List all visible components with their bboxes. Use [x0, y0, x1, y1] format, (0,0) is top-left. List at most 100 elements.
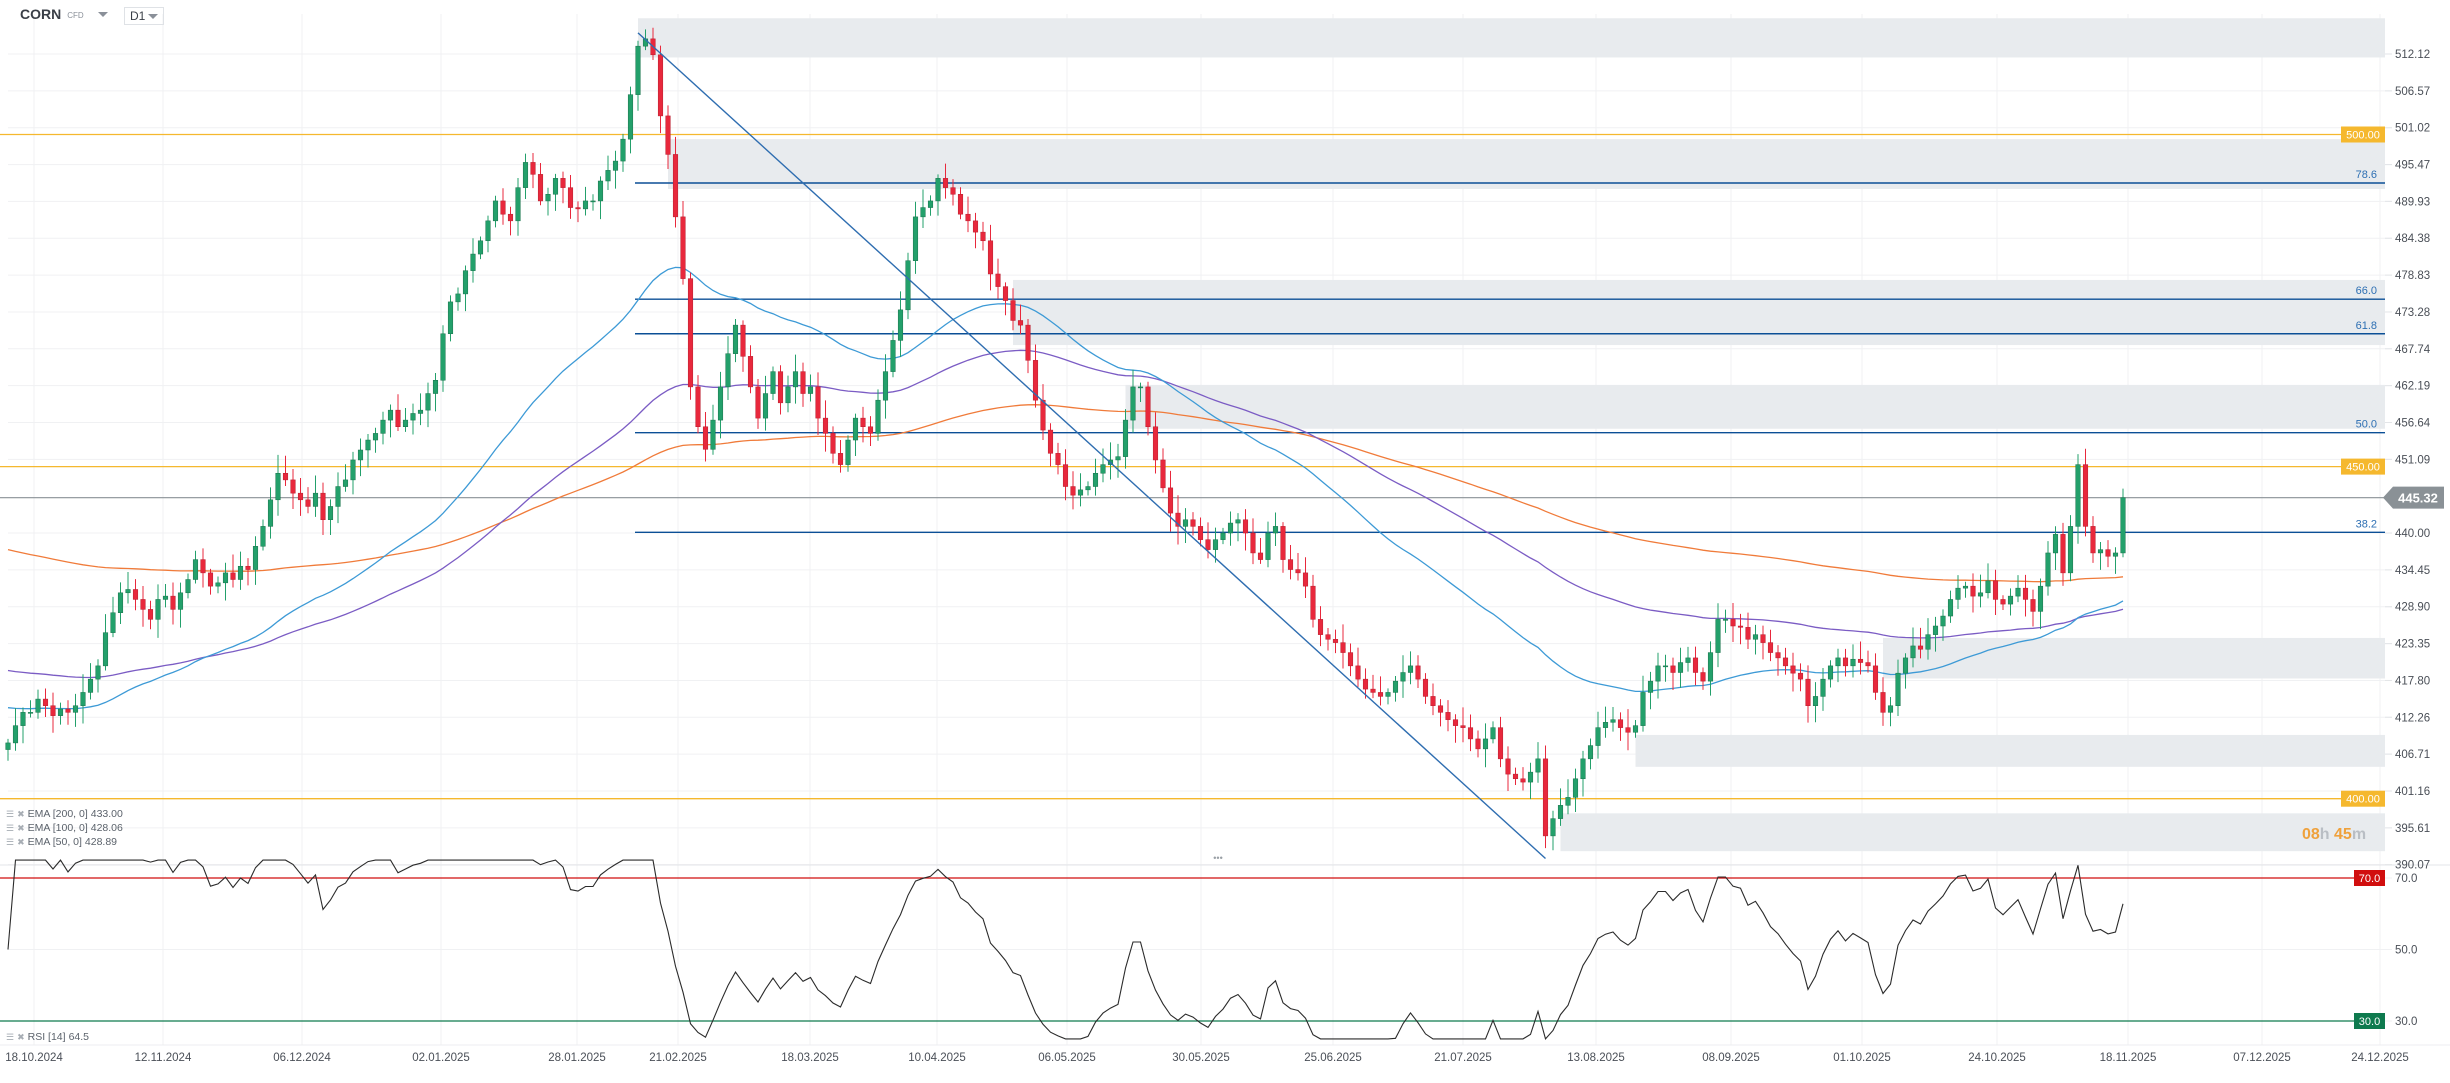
legend-rsi[interactable]: ☰ ✖ RSI [14] 64.5	[6, 1031, 89, 1043]
close-icon[interactable]: ✖	[17, 822, 25, 833]
candle-body	[1902, 657, 1909, 674]
candle-body	[2067, 526, 2074, 574]
date-tick-label: 06.12.2024	[273, 1052, 331, 1064]
time-axis[interactable]: 18.10.2024 12.11.2024 06.12.2024 02.01.2025…	[0, 1044, 2450, 1064]
candle	[987, 224, 994, 291]
price-tick-label: 434.45	[2395, 565, 2430, 577]
candle	[852, 413, 859, 456]
candle	[237, 551, 244, 590]
candle-body	[1497, 727, 1504, 760]
candle	[1565, 779, 1571, 815]
close-icon[interactable]: ✖	[17, 808, 25, 819]
candle	[1505, 746, 1511, 791]
candle-body	[380, 419, 386, 434]
trendline[interactable]	[637, 32, 1546, 859]
settings-icon[interactable]: ☰	[6, 808, 15, 819]
candle	[425, 382, 431, 428]
fibonacci-retracement[interactable]: 78.6 66.0 61.8 50.0 38.2	[635, 169, 2385, 534]
settings-icon[interactable]: ☰	[6, 822, 15, 833]
candle-body	[327, 506, 334, 520]
candle-body	[207, 572, 214, 587]
timeframe-dropdown[interactable]: D1	[124, 7, 164, 25]
candle	[230, 554, 236, 588]
ema50-line	[7, 266, 2124, 710]
candle-body	[1047, 429, 1054, 454]
candle	[1977, 574, 1984, 608]
candle	[1572, 768, 1579, 813]
candle-body	[1070, 486, 1076, 496]
candle	[1475, 730, 1481, 758]
candle-body	[1137, 386, 1144, 389]
candle-body	[1370, 688, 1376, 693]
settings-icon[interactable]: ☰	[6, 1031, 15, 1042]
candle	[312, 475, 319, 517]
candle-body	[1040, 399, 1046, 431]
chevron-down-icon[interactable]	[97, 11, 108, 17]
candle	[1707, 641, 1714, 696]
legend-ema200[interactable]: ☰ ✖ EMA [200, 0] 433.00	[6, 808, 123, 820]
candle	[1332, 629, 1339, 654]
price-axis[interactable]: 512.12 506.57 501.02 495.47 489.93 484.38 478.…	[2383, 49, 2444, 872]
candle-body	[1625, 727, 1631, 733]
date-tick-label: 24.10.2025	[1968, 1052, 2026, 1064]
candle	[12, 708, 19, 751]
candle	[1070, 471, 1076, 510]
candle	[1130, 369, 1136, 433]
candle-body	[920, 207, 926, 218]
candle	[2052, 526, 2059, 571]
candle-body	[1385, 692, 1391, 697]
candle	[1902, 653, 1909, 689]
date-tick-label: 10.04.2025	[908, 1052, 966, 1064]
timer-minutes: 45	[2334, 826, 2352, 843]
candle-body	[1617, 719, 1624, 728]
candle	[1887, 697, 1894, 727]
candle-body	[1205, 539, 1211, 550]
legend-label: RSI [14]	[27, 1031, 66, 1043]
candle-body	[237, 565, 244, 580]
price-tick-label: 512.12	[2395, 49, 2430, 61]
candle-body	[215, 582, 221, 587]
fib-level-label: 61.8	[2356, 320, 2377, 332]
candle-body	[1790, 665, 1796, 674]
candle-body	[1535, 758, 1541, 773]
candle-body	[1850, 658, 1856, 667]
close-icon[interactable]: ✖	[17, 1031, 25, 1042]
candle	[2022, 574, 2029, 617]
legend-ema50[interactable]: ☰ ✖ EMA [50, 0] 428.89	[6, 836, 117, 848]
candle	[1047, 423, 1054, 467]
candle-body	[1490, 727, 1496, 740]
settings-icon[interactable]: ☰	[6, 836, 15, 847]
candle-body	[1145, 386, 1151, 427]
candle-body	[672, 154, 679, 218]
candle	[785, 375, 791, 413]
candle-body	[1917, 645, 1924, 650]
date-tick-label: 02.01.2025	[412, 1052, 470, 1064]
symbol-selector[interactable]: CORN CFD	[20, 6, 108, 22]
close-icon[interactable]: ✖	[17, 836, 25, 847]
candle	[147, 600, 154, 630]
supply-demand-zones	[638, 18, 2385, 852]
candle	[2045, 541, 2051, 596]
candle-body	[50, 705, 56, 716]
candle	[597, 176, 604, 220]
candle	[2090, 516, 2096, 563]
candle-body	[95, 665, 101, 680]
candle	[1235, 513, 1241, 542]
rsi-line	[7, 859, 2124, 1041]
candle	[1040, 384, 1046, 441]
candle	[2112, 547, 2119, 574]
candle	[1790, 652, 1796, 692]
candle-body	[2030, 599, 2036, 612]
candle	[1152, 412, 1159, 474]
candle-body	[395, 409, 401, 427]
date-tick-label: 21.02.2025	[649, 1052, 707, 1064]
candle-body	[1827, 665, 1834, 680]
candle-body	[155, 599, 161, 620]
candle	[1625, 709, 1631, 751]
candle	[882, 354, 889, 419]
legend-ema100[interactable]: ☰ ✖ EMA [100, 0] 428.06	[6, 822, 123, 834]
candle	[35, 689, 41, 719]
candle	[462, 265, 469, 312]
candle-body	[972, 220, 979, 233]
